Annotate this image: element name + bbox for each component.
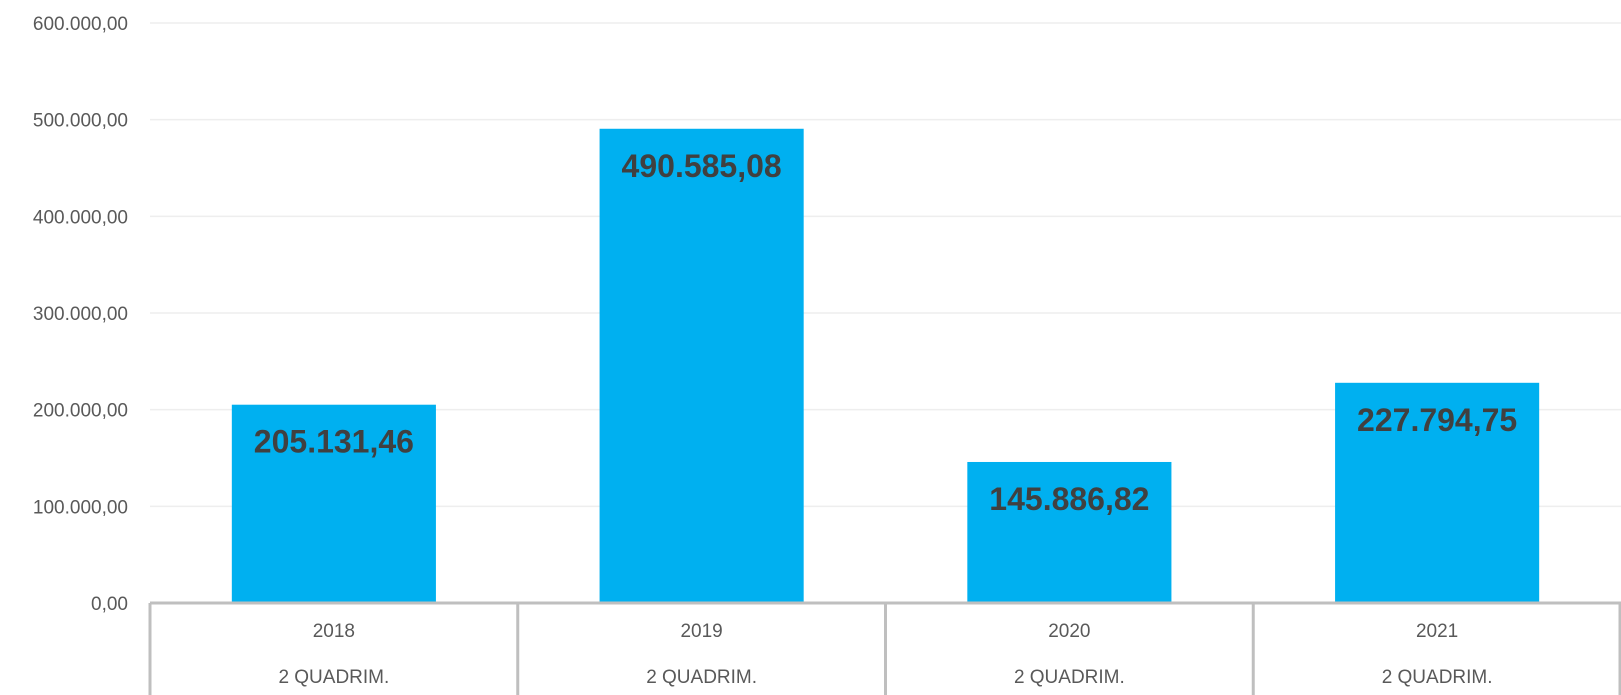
category-label: 2020 [1048, 621, 1090, 642]
category-sublabel: 2 QUADRIM. [278, 667, 389, 688]
data-label-2018: 205.131,46 [254, 424, 414, 460]
y-axis-tick-labels: 0,00 100.000,00 200.000,00 300.000,00 400.00… [33, 14, 128, 615]
category-label: 2018 [313, 621, 355, 642]
category-sublabel: 2 QUADRIM. [646, 667, 757, 688]
bar-2021 [1335, 382, 1540, 603]
category-sublabel: 2 QUADRIM. [1382, 667, 1493, 688]
y-tick-label: 200.000,00 [33, 401, 128, 422]
bars [231, 128, 1540, 603]
bar-2018 [231, 404, 436, 603]
y-tick-label: 600.000,00 [33, 14, 128, 35]
category-label: 2019 [680, 621, 722, 642]
data-labels: 205.131,46 490.585,08 145.886,82 227.794,75 [254, 148, 1517, 517]
data-label-2021: 227.794,75 [1357, 402, 1517, 438]
category-label: 2021 [1416, 621, 1458, 642]
category-sublabel: 2 QUADRIM. [1014, 667, 1125, 688]
y-tick-label: 400.000,00 [33, 207, 128, 228]
bar-2019 [599, 128, 804, 603]
bar-2020 [967, 461, 1172, 603]
category-axis-table: 2018 2 QUADRIM. 2019 2 QUADRIM. 2020 2 QUADRI… [148, 601, 1621, 695]
y-tick-label: 500.000,00 [33, 111, 128, 132]
y-tick-label: 300.000,00 [33, 304, 128, 325]
y-tick-label: 0,00 [91, 594, 128, 615]
data-label-2019: 490.585,08 [622, 148, 782, 184]
y-tick-label: 100.000,00 [33, 497, 128, 518]
data-label-2020: 145.886,82 [989, 481, 1149, 517]
